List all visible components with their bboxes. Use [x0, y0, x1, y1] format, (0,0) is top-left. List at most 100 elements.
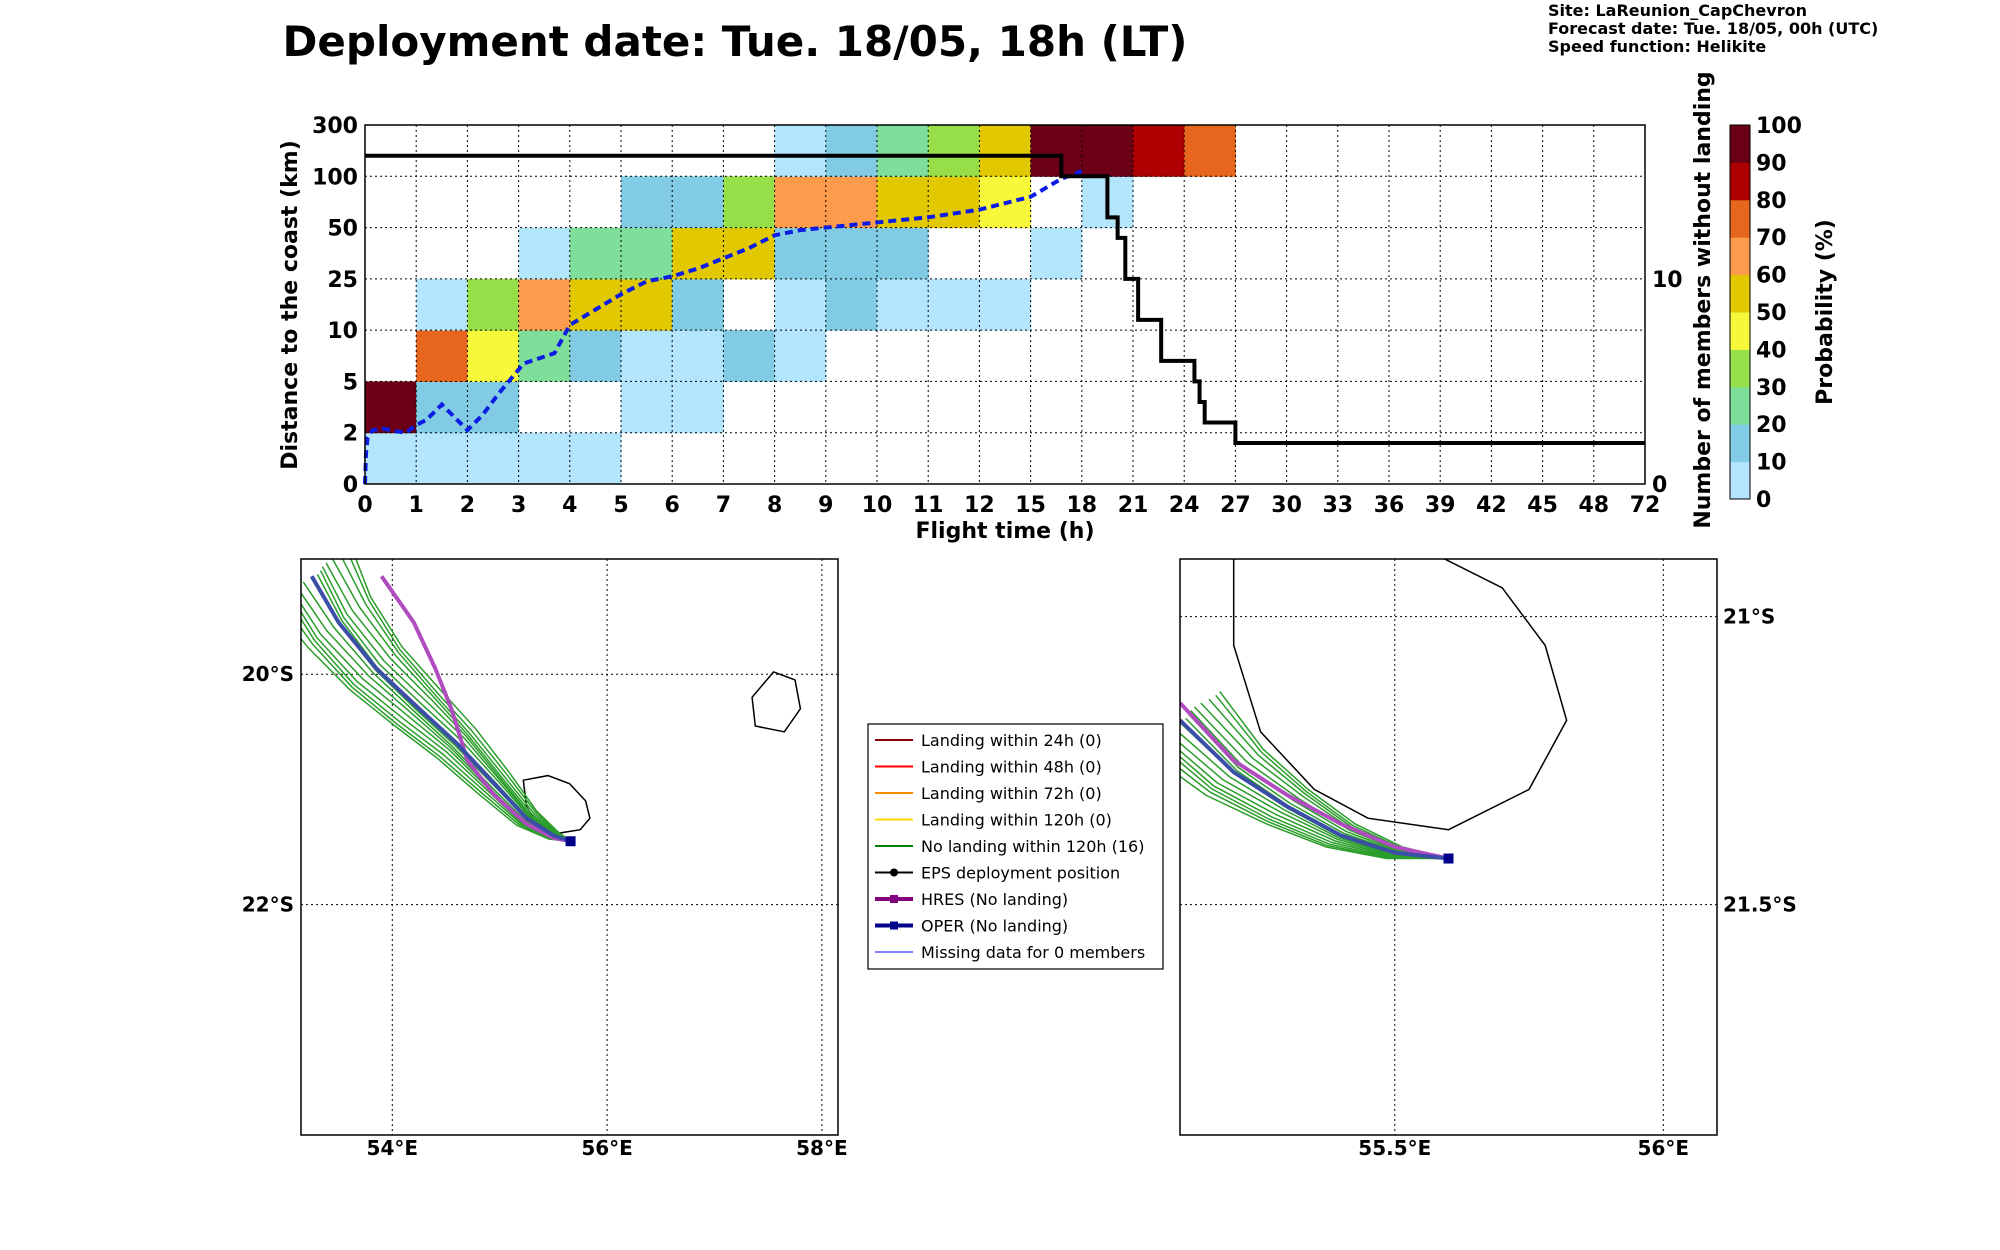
- member-trajectory: [341, 559, 571, 842]
- legend-marker: [890, 921, 898, 930]
- heatmap-cell: [621, 330, 673, 382]
- member-trajectory: [1180, 749, 1449, 860]
- map-lon-label: 54°E: [367, 1136, 419, 1160]
- heatmap-cell: [416, 432, 468, 485]
- heatmap-cell: [774, 278, 827, 331]
- colorbar-tick-label: 30: [1756, 376, 1787, 401]
- colorbar-segment: [1730, 162, 1750, 201]
- member-trajectory: [301, 626, 571, 842]
- heatmap-cell: [877, 227, 929, 280]
- y-tick-label: 5: [343, 370, 358, 395]
- colorbar-tick-label: 10: [1756, 451, 1787, 476]
- speed-label: Speed function: Helikite: [1548, 37, 1766, 56]
- heatmap-cell: [825, 125, 878, 177]
- median-distance-curve: [363, 169, 1083, 485]
- deployment-marker: [565, 836, 576, 847]
- legend-label: EPS deployment position: [921, 864, 1120, 883]
- heatmap-cell: [1184, 125, 1236, 177]
- map-lat-label: 22°S: [242, 893, 294, 917]
- legend-label: Landing within 72h (0): [921, 784, 1102, 803]
- y-tick-label: 100: [312, 165, 358, 190]
- heatmap-cell: [621, 278, 673, 331]
- colorbar-tick-label: 80: [1756, 189, 1787, 214]
- legend-label: OPER (No landing): [921, 917, 1068, 936]
- heatmap-cell: [928, 278, 980, 331]
- x-axis-label: Flight time (h): [915, 519, 1094, 544]
- x-tick-label: 39: [1425, 493, 1456, 518]
- legend-marker: [890, 868, 898, 877]
- heatmap-frame: [364, 124, 1646, 485]
- legend-label: Missing data for 0 members: [921, 943, 1145, 962]
- heatmap-cell: [774, 176, 827, 229]
- map-frame: [1179, 558, 1718, 1136]
- member-trajectory: [1193, 706, 1449, 860]
- x-tick-label: 27: [1220, 493, 1251, 518]
- x-tick-label: 12: [964, 493, 995, 518]
- deployment-marker: [1443, 853, 1454, 864]
- heatmap-cell: [774, 227, 827, 280]
- x-tick-label: 48: [1578, 493, 1609, 518]
- y2-tick-label: 0: [1652, 473, 1667, 498]
- heatmap-cell: [467, 432, 520, 485]
- oper-trajectory: [1180, 718, 1449, 861]
- mauritius-coastline: [751, 671, 802, 733]
- heatmap-panel: 0 1 2 3 4 5 6 7 8 9 10 11 12 15 18 21 24 27 30 33 36 39 42 45 48…: [278, 71, 1838, 544]
- member-trajectory: [1180, 775, 1449, 860]
- x-tick-label: 18: [1066, 493, 1097, 518]
- colorbar-tick-label: 60: [1756, 264, 1787, 289]
- map-content: [1180, 559, 1717, 1135]
- heatmap-cell: [365, 432, 417, 485]
- legend-label: Landing within 120h (0): [921, 811, 1112, 830]
- heatmap-cell: [569, 432, 622, 485]
- member-trajectory: [350, 559, 572, 842]
- x-tick-label: 10: [862, 493, 893, 518]
- x-tick-label: 30: [1271, 493, 1302, 518]
- y2-axis-label: Number of members without landing: [1691, 71, 1716, 528]
- heatmap-cell: [569, 330, 622, 382]
- heatmap-cell: [723, 176, 776, 229]
- colorbar-frame: [1729, 124, 1751, 500]
- x-tick-label: 2: [460, 493, 475, 518]
- x-tick-label: 72: [1630, 493, 1661, 518]
- heatmap-cell: [877, 278, 929, 331]
- colorbar-segment: [1730, 237, 1750, 276]
- heatmap-cell: [928, 125, 980, 177]
- x-tick-label: 4: [562, 493, 577, 518]
- x-tick-label: 42: [1476, 493, 1507, 518]
- heatmap-cell: [825, 227, 878, 280]
- member-trajectory: [331, 559, 571, 842]
- heatmap-cell: [416, 330, 468, 382]
- figure-title: Deployment date: Tue. 18/05, 18h (LT): [283, 17, 1188, 66]
- heatmap-cell: [928, 176, 980, 229]
- y-tick-label: 50: [327, 217, 358, 242]
- heatmap-cell: [825, 278, 878, 331]
- heatmap-cell: [979, 125, 1032, 177]
- colorbar-tick-label: 0: [1756, 488, 1771, 513]
- members-without-landing-line: [365, 153, 1645, 445]
- forecast-label: Forecast date: Tue. 18/05, 00h (UTC): [1548, 19, 1878, 38]
- colorbar-segment: [1730, 424, 1750, 463]
- legend-label: Landing within 24h (0): [921, 731, 1102, 750]
- heatmap-cell: [569, 227, 622, 280]
- y-tick-label: 0: [343, 473, 358, 498]
- legend-label: Landing within 48h (0): [921, 758, 1102, 777]
- hres-trajectory: [1180, 701, 1449, 861]
- legend-label: No landing within 120h (16): [921, 837, 1144, 856]
- heatmap-cell: [416, 278, 468, 331]
- heatmap-cell: [1081, 125, 1134, 177]
- x-tick-label: 7: [716, 493, 731, 518]
- map-frame: [300, 558, 839, 1136]
- heatmap-cell: [1133, 125, 1185, 177]
- x-tick-label: 11: [913, 493, 944, 518]
- map-regional: 54°E 56°E 58°E 20°S 22°S: [242, 558, 848, 1160]
- map-lat-label: 21.5°S: [1723, 893, 1797, 917]
- map-content: [301, 559, 838, 1135]
- x-tick-label: 21: [1118, 493, 1149, 518]
- heatmap-cell: [621, 176, 673, 229]
- x-tick-label: 33: [1322, 493, 1353, 518]
- x-tick-label: 15: [1015, 493, 1046, 518]
- colorbar-tick-label: 20: [1756, 413, 1787, 438]
- heatmap-cell: [672, 330, 724, 382]
- heatmap-cell: [672, 176, 724, 229]
